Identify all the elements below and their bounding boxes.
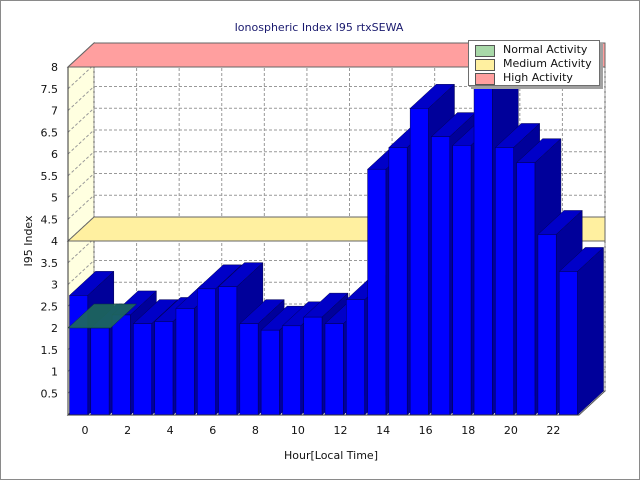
- y-tick-label: 5: [51, 192, 58, 205]
- bar-face: [324, 323, 344, 416]
- x-tick-label: 18: [461, 424, 475, 437]
- y-tick-label: 6.5: [41, 126, 59, 139]
- y-tick-label: 4.5: [41, 213, 59, 226]
- x-tick-label: 16: [419, 424, 433, 437]
- y-tick-label: 1: [51, 366, 58, 379]
- bar-face: [154, 321, 174, 416]
- side-gridline: [67, 173, 95, 198]
- bar-face: [495, 147, 514, 416]
- band-normal: [67, 303, 138, 329]
- bar-face: [218, 286, 238, 416]
- side-gridline: [67, 151, 95, 177]
- side-gridline: [67, 86, 95, 111]
- y-tick-label: 1.5: [41, 344, 59, 357]
- y-tick-label: 7.5: [41, 83, 59, 96]
- y-tick-label: 2.5: [41, 300, 59, 313]
- x-tick-label: 14: [376, 424, 390, 437]
- y-tick-label: 8: [51, 61, 58, 74]
- bar-face: [260, 329, 280, 416]
- legend-swatch-normal: [475, 45, 495, 57]
- legend-swatch-medium: [475, 59, 495, 71]
- bar-face: [197, 288, 216, 416]
- side-gridline: [67, 129, 95, 155]
- x-axis-label: Hour[Local Time]: [284, 449, 378, 462]
- bar-face: [558, 271, 578, 416]
- y-axis-label: I95 Index: [22, 215, 35, 267]
- x-tick-label: 8: [252, 424, 259, 437]
- bar-23: [558, 246, 605, 416]
- bar-face: [516, 162, 536, 416]
- y-tick-label: 3.5: [41, 257, 59, 270]
- bar-face: [388, 147, 408, 416]
- legend: Normal Activity Medium Activity High Act…: [468, 40, 600, 86]
- x-tick-label: 0: [82, 424, 89, 437]
- bar-face: [282, 325, 301, 416]
- bar-face: [409, 108, 429, 416]
- x-tick-label: 6: [209, 424, 216, 437]
- side-gridline: [67, 238, 95, 264]
- chart-title: Ionospheric Index I95 rtxSEWA: [235, 21, 404, 34]
- y-tick-label: 7: [51, 105, 58, 118]
- x-tick-label: 20: [504, 424, 518, 437]
- legend-label-normal: Normal Activity: [503, 43, 588, 56]
- y-tick-label: 4: [51, 235, 58, 248]
- bar-face: [431, 136, 451, 416]
- y-tick-label: 6: [51, 148, 58, 161]
- bar-face: [473, 84, 493, 416]
- y-tick-label: 5.5: [41, 170, 59, 183]
- side-gridline: [67, 260, 95, 285]
- bar-face: [239, 323, 259, 416]
- x-tick-label: 10: [291, 424, 305, 437]
- y-tick-label: 2: [51, 322, 58, 335]
- legend-label-high: High Activity: [503, 71, 573, 84]
- y-tick-label: 0.5: [41, 387, 59, 400]
- x-tick-label: 2: [124, 424, 131, 437]
- x-tick-label: 4: [167, 424, 174, 437]
- x-tick-label: 12: [334, 424, 348, 437]
- side-gridline: [67, 194, 95, 220]
- y-tick-label: 3: [51, 279, 58, 292]
- bar-face: [537, 234, 557, 416]
- side-gridline: [67, 107, 95, 133]
- bar-side: [577, 246, 604, 416]
- bar-face: [175, 308, 195, 416]
- side-gridline: [67, 64, 95, 90]
- bar-face: [111, 314, 131, 416]
- bar-face: [452, 145, 472, 416]
- bar-face: [133, 323, 152, 416]
- x-tick-label: 22: [546, 424, 560, 437]
- bar-face: [346, 299, 365, 416]
- legend-label-medium: Medium Activity: [503, 57, 592, 70]
- bar-face: [90, 327, 110, 416]
- legend-swatch-high: [475, 73, 495, 85]
- bar-face: [303, 316, 323, 416]
- bar-face: [367, 168, 387, 416]
